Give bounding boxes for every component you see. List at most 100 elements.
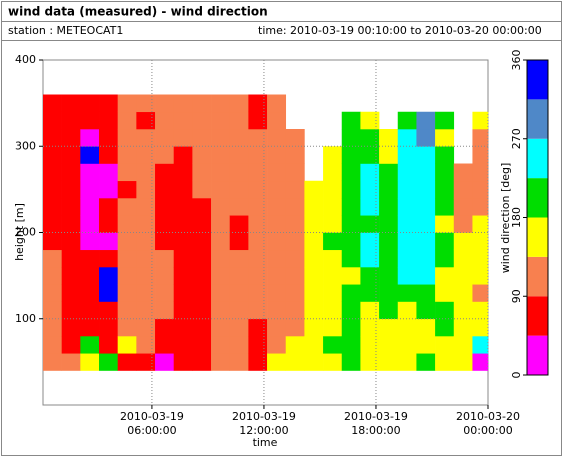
cell (117, 284, 137, 302)
cell (453, 301, 473, 320)
cell (416, 301, 436, 320)
cell (341, 111, 361, 130)
cell (61, 129, 81, 147)
cell (285, 215, 305, 233)
cell (61, 146, 81, 164)
cell (341, 215, 361, 233)
colorbar-tick-label: 0 (510, 372, 523, 379)
cell (229, 318, 249, 337)
cell (173, 180, 193, 199)
cell (173, 353, 193, 371)
cell (117, 198, 137, 216)
cell (323, 146, 343, 164)
cell (80, 198, 100, 216)
cell (136, 198, 156, 216)
cell (341, 336, 361, 354)
cell (472, 146, 489, 164)
colorbar-segment (527, 296, 548, 336)
cell (341, 284, 361, 302)
cell (173, 284, 193, 302)
cell (117, 318, 137, 337)
x-axis-label: time (253, 436, 278, 449)
cell (397, 180, 417, 199)
cell (379, 353, 399, 371)
cell (117, 353, 137, 371)
cell (229, 180, 249, 199)
cell (192, 198, 212, 216)
cell (416, 267, 436, 285)
cell (80, 318, 100, 337)
cell (80, 180, 100, 199)
cell (285, 146, 305, 164)
cell (117, 249, 137, 268)
cell (99, 249, 118, 268)
cell (341, 353, 361, 371)
cell (435, 180, 455, 199)
cell (285, 284, 305, 302)
cell (43, 180, 62, 199)
cell (285, 129, 305, 147)
cell (99, 336, 118, 354)
cell (211, 336, 231, 354)
cell (192, 284, 212, 302)
cell (229, 249, 249, 268)
cell (285, 301, 305, 320)
cell (136, 301, 156, 320)
cell (173, 232, 193, 251)
cell (472, 249, 489, 268)
cell (453, 318, 473, 337)
cell (229, 146, 249, 164)
cell (267, 180, 287, 199)
cell (360, 163, 380, 182)
cell (211, 301, 231, 320)
cell (397, 146, 417, 164)
cell (155, 180, 174, 199)
cell (323, 215, 343, 233)
cell (173, 198, 193, 216)
cell (435, 215, 455, 233)
cell (173, 267, 193, 285)
cell (397, 284, 417, 302)
cell (416, 284, 436, 302)
cell (99, 318, 118, 337)
cell (323, 336, 343, 354)
cell (136, 284, 156, 302)
cell (323, 353, 343, 371)
cell (192, 180, 212, 199)
cell (61, 232, 81, 251)
cell (267, 129, 287, 147)
cell (323, 284, 343, 302)
cell (117, 94, 137, 113)
cell (192, 301, 212, 320)
cell (173, 94, 193, 113)
cell (80, 215, 100, 233)
cell (173, 163, 193, 182)
cell (155, 301, 174, 320)
cell (379, 267, 399, 285)
cell (435, 336, 455, 354)
cell (267, 111, 287, 130)
cell (341, 267, 361, 285)
cell (304, 232, 324, 251)
cell (99, 129, 118, 147)
cell (304, 318, 324, 337)
cell (99, 198, 118, 216)
cell (285, 249, 305, 268)
cell (136, 180, 156, 199)
cell (43, 267, 62, 285)
cell (80, 353, 100, 371)
cell (173, 111, 193, 130)
y-tick-label: 300 (15, 139, 36, 152)
cell (99, 215, 118, 233)
cell (80, 336, 100, 354)
cell (248, 146, 268, 164)
colorbar-segment (527, 99, 548, 139)
cell (61, 267, 81, 285)
cell (379, 249, 399, 268)
cell (360, 180, 380, 199)
cell (136, 336, 156, 354)
cell (155, 129, 174, 147)
cell (211, 111, 231, 130)
cell (453, 249, 473, 268)
cell (416, 318, 436, 337)
